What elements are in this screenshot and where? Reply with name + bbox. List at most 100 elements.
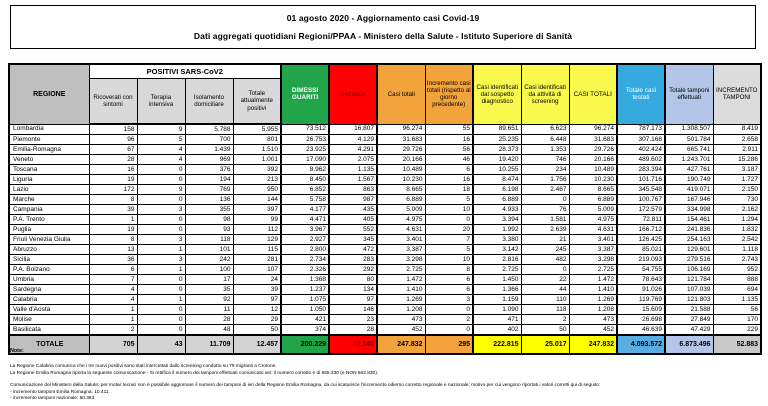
cell: 888 [712,274,762,285]
cell: 93 [184,224,234,235]
cell: 7 [424,234,475,245]
cell: 46 [424,154,475,165]
cell: 27.849 [664,314,714,325]
cell: 1.450 [472,274,522,285]
cell: 787.173 [616,123,667,135]
cell: 126.425 [616,234,667,245]
cell: 0 [136,324,186,336]
cell: 374 [280,324,331,336]
cell: 28 [88,154,138,165]
total-row: TOTALE 705 43 11.709 12.457 200.229 35.146 247.… [8,334,762,355]
region-name: Sicilia [8,254,90,265]
notes-label: Note: [10,348,24,354]
group-header-positivi: POSITIVI SARS-CoV2 [88,63,282,79]
cell: 6 [424,164,475,175]
cell: 427.761 [664,164,714,175]
cell: 552 [328,224,379,235]
cell: 801 [232,134,282,145]
region-name: Lombardia [8,123,90,135]
cell: 2.743 [712,254,762,265]
cell: 8.962 [280,164,331,175]
cell: 4 [136,144,186,155]
cell: 16 [424,134,475,145]
col-header-terapia-intensiva: Terapia intensiva [136,78,186,125]
col-header-isolamento: Isolamento domiciliare [184,78,234,125]
cell: 345 [328,234,379,245]
cell: 55 [424,123,475,135]
cell: 405 [328,214,379,225]
covid-data-table: REGIONE POSITIVI SARS-CoV2 DIMESSI GUARI… [8,63,763,355]
cell: 73.512 [280,123,331,135]
cell: 279.516 [664,254,714,265]
cell: 1.269 [568,294,619,305]
table-row: Friuli Venezia Giulia 8 3 118 129 2.927 345 3.4… [8,234,762,245]
cell: 31.683 [376,134,426,145]
region-name: Lazio [8,184,90,195]
cell: 101 [184,244,234,255]
cell: 6 [424,284,475,295]
cell: 18 [424,184,475,195]
cell: 100.767 [616,194,667,205]
cell: 1.118 [712,244,762,255]
cell: 2.816 [472,254,522,265]
region-name: P.A. Trento [8,214,90,225]
cell: 12 [232,304,282,315]
table-row: Calabria 4 1 92 97 1.075 97 1.269 3 1.159 110 1.269… [8,294,762,305]
cell: 26.753 [280,134,331,145]
cell: 419.071 [664,184,714,195]
cell: 1.269 [376,294,426,305]
cell: 863 [328,184,379,195]
cell: 705 [88,334,138,355]
cell: 6 [424,274,475,285]
table-row: P.A. Trento 1 0 98 99 4.471 405 4.975 0 3.394 1.58… [8,214,762,225]
cell: 28 [328,324,379,336]
cell: 1.308.507 [664,123,714,135]
region-name: Sardegna [8,284,90,295]
cell: 4.631 [376,224,426,235]
cell: 1.135 [712,294,762,305]
cell: 154.461 [664,214,714,225]
cell: 6.852 [280,184,331,195]
region-name: Friuli Venezia Giulia [8,234,90,245]
cell: 10 [424,204,475,215]
cell: 4.631 [568,224,619,235]
cell: 3.187 [712,164,762,175]
cell: 3.401 [568,234,619,245]
cell: 25.235 [472,134,522,145]
cell: 19.420 [472,154,522,165]
cell: 482 [520,254,570,265]
cell: 76 [520,204,570,215]
cell: 10.230 [376,174,426,185]
cell: 167.946 [664,194,714,205]
cell: 987 [328,194,379,205]
cell: 190.749 [664,174,714,185]
cell: 96.274 [376,123,426,135]
cell: 1.208 [568,304,619,315]
cell: 25.017 [520,334,570,355]
cell: 489.602 [616,154,667,165]
cell: 3.394 [472,214,522,225]
table-row: Sardegna 4 0 35 39 1.237 134 1.410 6 1.366 44 1.410… [8,284,762,295]
cell: 172 [88,184,138,195]
cell: 5 [424,244,475,255]
cell: 4.291 [328,144,379,155]
cell: 17.090 [280,154,331,165]
cell: 4.975 [568,214,619,225]
cell: 245 [520,244,570,255]
report-subtitle: Dati aggregati quotidiani Regioni/PPAA -… [193,31,573,41]
cell: 16 [88,164,138,175]
cell: 4 [88,294,138,305]
cell: 2.658 [712,134,762,145]
cell: 5 [424,194,475,205]
cell: 121.803 [664,294,714,305]
cell: 6.448 [520,134,570,145]
table-row: Molise 1 0 28 29 421 23 473 2 471 2 473 26.698 27.849… [8,314,762,325]
cell: 3.298 [376,254,426,265]
cell: 1 [136,264,186,275]
cell: 746 [520,154,570,165]
cell: 241.836 [664,224,714,235]
col-header-screening: Casi identificati da attività di screeni… [520,63,570,125]
cell: 11 [184,304,234,315]
cell: 472 [328,244,379,255]
table-row: Basilicata 2 0 48 50 374 28 452 0 402 50 452 46.639 4… [8,324,762,336]
